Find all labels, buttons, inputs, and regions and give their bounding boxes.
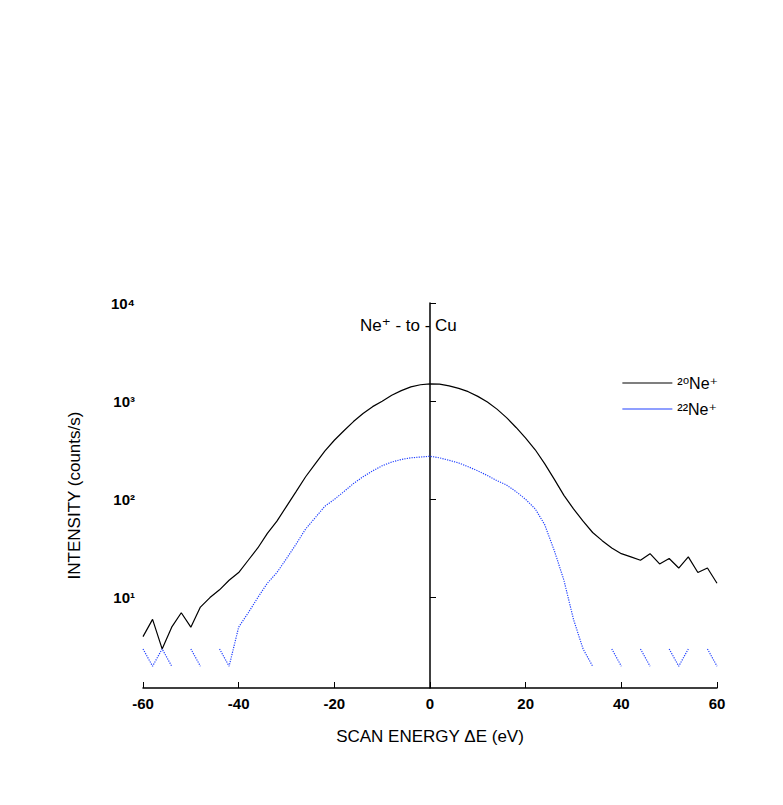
svg-text:10²: 10² [113, 491, 135, 508]
svg-text:40: 40 [613, 695, 630, 712]
svg-text:10⁴: 10⁴ [111, 295, 135, 312]
svg-text:-20: -20 [323, 695, 345, 712]
svg-text:INTENSITY (counts/s): INTENSITY (counts/s) [65, 412, 84, 580]
svg-text:10³: 10³ [113, 393, 135, 410]
svg-text:SCAN ENERGY ΔE (eV): SCAN ENERGY ΔE (eV) [336, 727, 524, 746]
svg-text:-40: -40 [228, 695, 250, 712]
svg-text:20: 20 [517, 695, 534, 712]
svg-text:-60: -60 [132, 695, 154, 712]
svg-text:60: 60 [709, 695, 726, 712]
svg-text:10¹: 10¹ [113, 589, 135, 606]
svg-text:²²Ne⁺: ²²Ne⁺ [677, 401, 717, 418]
svg-text:0: 0 [426, 695, 434, 712]
svg-text:Ne⁺ - to - Cu: Ne⁺ - to - Cu [360, 316, 457, 335]
svg-text:²⁰Ne⁺: ²⁰Ne⁺ [677, 375, 718, 392]
